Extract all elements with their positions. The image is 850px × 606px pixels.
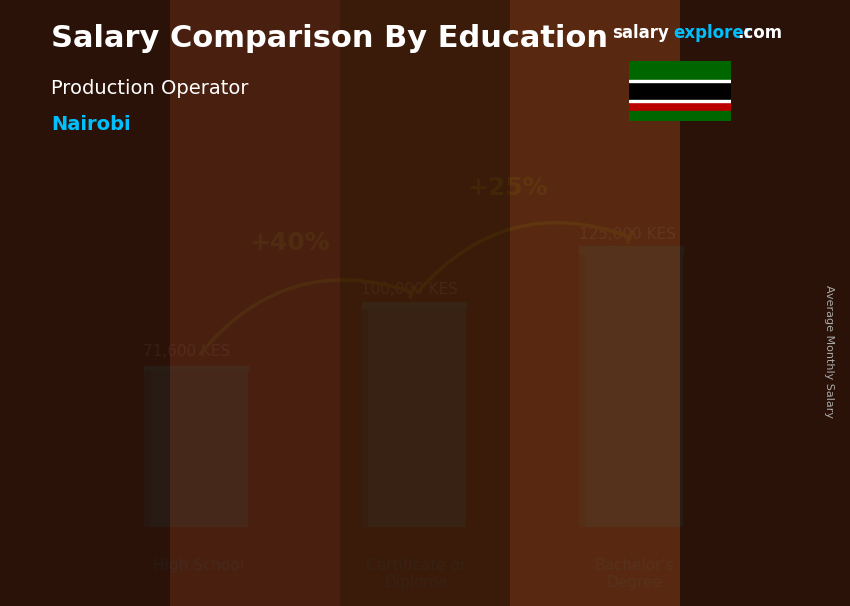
Bar	[144, 370, 150, 527]
Bar	[580, 253, 586, 527]
Text: salary: salary	[612, 24, 669, 42]
Text: 100,000 KES: 100,000 KES	[361, 282, 458, 296]
Text: .com: .com	[737, 24, 782, 42]
Text: Salary Comparison By Education: Salary Comparison By Education	[51, 24, 608, 53]
Text: explorer: explorer	[673, 24, 752, 42]
Text: Certificate or
Diploma: Certificate or Diploma	[366, 558, 467, 590]
Text: 125,000 KES: 125,000 KES	[579, 227, 676, 242]
Text: Average Monthly Salary: Average Monthly Salary	[824, 285, 834, 418]
Bar	[150, 370, 247, 527]
Text: Nairobi: Nairobi	[51, 115, 131, 134]
Bar	[629, 90, 731, 112]
Bar	[629, 111, 731, 121]
Bar	[586, 253, 683, 527]
Bar	[629, 81, 731, 101]
Bar	[629, 61, 731, 81]
Bar	[361, 302, 466, 307]
Text: Bachelor's
Degree: Bachelor's Degree	[594, 558, 674, 590]
Bar	[144, 366, 247, 370]
Bar	[629, 80, 731, 82]
Text: High School: High School	[153, 558, 244, 573]
Bar	[361, 307, 367, 527]
Text: +40%: +40%	[250, 230, 331, 255]
Text: 71,600 KES: 71,600 KES	[143, 344, 230, 359]
Bar	[580, 246, 683, 253]
Bar	[367, 307, 466, 527]
Text: Production Operator: Production Operator	[51, 79, 248, 98]
Text: +25%: +25%	[468, 176, 548, 199]
Bar	[629, 100, 731, 102]
